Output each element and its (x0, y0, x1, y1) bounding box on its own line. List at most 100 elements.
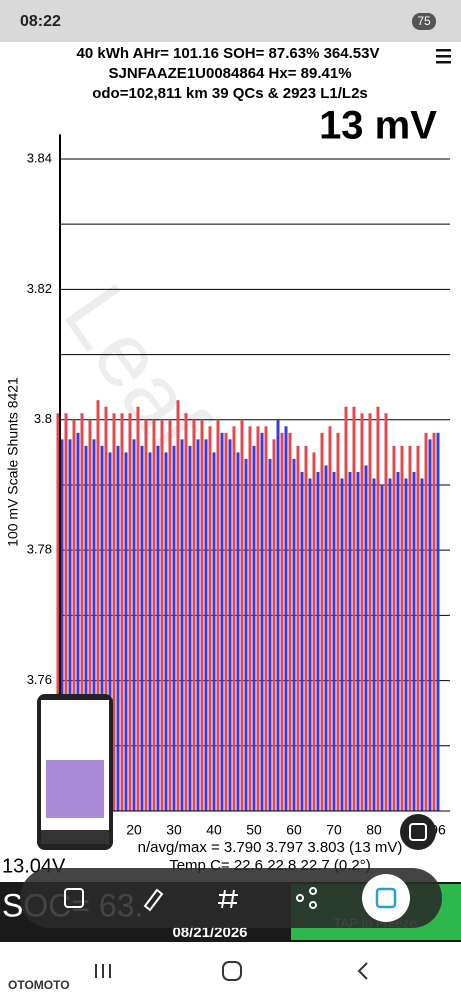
bar (284, 426, 288, 811)
bar (292, 458, 296, 811)
bar (192, 419, 196, 811)
bar (228, 439, 232, 811)
bar (204, 439, 208, 811)
bar (64, 413, 68, 811)
bar (316, 471, 320, 811)
bar (116, 445, 120, 811)
bar (436, 432, 440, 811)
bar (300, 471, 304, 811)
share-icon[interactable] (296, 894, 304, 902)
bar (96, 400, 100, 811)
bar (340, 478, 344, 811)
screenshot-toolbar (20, 868, 442, 928)
bar (248, 426, 252, 811)
x-tick-label: 60 (286, 822, 302, 838)
bar (76, 432, 80, 811)
bar (384, 413, 388, 811)
bar (244, 458, 248, 811)
bar (328, 426, 332, 811)
edit-button[interactable] (400, 814, 436, 850)
x-tick-label: 20 (126, 822, 142, 838)
x-tick-label: 40 (206, 822, 222, 838)
bar (124, 452, 128, 811)
bar (144, 419, 148, 811)
bar (172, 445, 176, 811)
overlay (37, 694, 436, 850)
capture-icon (375, 887, 397, 909)
bar (376, 406, 380, 811)
bar (312, 452, 316, 811)
x-tick-label: 70 (326, 822, 342, 838)
bar (184, 413, 188, 811)
bar (132, 439, 136, 811)
bar (200, 419, 204, 811)
bar (372, 478, 376, 811)
bar (400, 445, 404, 811)
bar (256, 426, 260, 811)
back-button[interactable] (357, 962, 368, 980)
bar (92, 439, 96, 811)
bar (424, 432, 428, 811)
y-tick-label: 3.76 (27, 672, 52, 687)
bar (148, 452, 152, 811)
y-tick-label: 3.84 (27, 150, 52, 165)
bar (236, 452, 240, 811)
bar (188, 445, 192, 811)
bar (364, 465, 368, 811)
bar (428, 439, 432, 811)
bar (268, 458, 272, 811)
bar (56, 413, 60, 811)
bar (224, 432, 228, 811)
nav-icons (95, 961, 368, 981)
bar (308, 478, 312, 811)
bar (348, 471, 352, 811)
y-tick-label: 3.8 (34, 411, 52, 426)
date: 08/21/2026 (172, 924, 247, 941)
x-tick-label: 50 (246, 822, 262, 838)
toolbar-icons (64, 887, 317, 912)
scan-icon[interactable] (64, 888, 84, 908)
bar (404, 478, 408, 811)
battery-pill (412, 13, 436, 30)
recents-button[interactable] (95, 964, 111, 978)
bar (380, 484, 384, 811)
bar (168, 419, 172, 811)
bar (208, 426, 212, 811)
status-bar (0, 0, 461, 42)
bar (392, 445, 396, 811)
bar (156, 445, 160, 811)
bar (176, 400, 180, 811)
draw-icon[interactable] (143, 888, 164, 912)
bar (432, 432, 436, 811)
x-tick-label: 30 (166, 822, 182, 838)
battery: 75 (417, 14, 431, 28)
clock: 08:22 (20, 13, 61, 30)
capture-button[interactable] (362, 874, 410, 922)
bar (152, 419, 156, 811)
bar (60, 439, 64, 811)
plot: 3.763.783.83.823.84203040506070809096 (27, 134, 450, 838)
home-button[interactable] (222, 961, 242, 981)
bar (388, 478, 392, 811)
bar (232, 426, 236, 811)
bar (212, 452, 216, 811)
bar (104, 406, 108, 811)
min-avg-max: n/avg/max = 3.790 3.797 3.803 (13 mV) (138, 839, 403, 856)
y-tick-label: 3.82 (27, 281, 52, 296)
bar (368, 413, 372, 811)
bar (304, 445, 308, 811)
bar (412, 471, 416, 811)
bar (88, 419, 92, 811)
brand: OTOMOTO (8, 978, 70, 992)
header-line: SJNFAAZE1U0084864 Hx= 89.41% (108, 65, 351, 82)
tag-icon[interactable] (218, 889, 238, 909)
bar (180, 439, 184, 811)
bar (140, 445, 144, 811)
bar (72, 419, 76, 811)
bar (252, 445, 256, 811)
bar (356, 471, 360, 811)
bar (320, 432, 324, 811)
thumbnail-bars (46, 760, 104, 818)
menu-icon[interactable] (436, 49, 451, 64)
